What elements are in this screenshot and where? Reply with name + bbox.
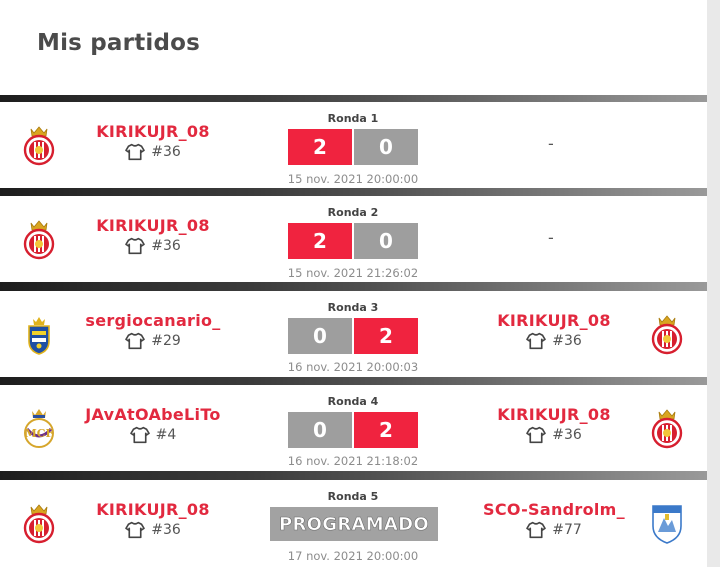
score-board: 2 0: [288, 129, 418, 165]
match-card[interactable]: KIRIKUJR_08 #36 Ronda 2 2 0 15 nov. 2021…: [0, 196, 707, 282]
away-score: 0: [354, 129, 418, 165]
round-label: Ronda 4: [327, 395, 379, 408]
match-card[interactable]: KIRIKUJR_08 #36 Ronda 5 PROGRAMADO 17 no…: [0, 480, 707, 567]
home-player: KIRIKUJR_08 #36: [68, 122, 238, 161]
match-card[interactable]: JAvAtOAbeLiTo #4 Ronda 4 0 2 16 nov. 202…: [0, 385, 707, 471]
shirt-icon: [526, 521, 546, 539]
shirt-icon: [125, 521, 145, 539]
home-player: KIRIKUJR_08 #36: [68, 500, 238, 539]
away-player-placeholder: -: [548, 228, 554, 247]
home-score: 2: [288, 223, 352, 259]
home-player-number: #29: [151, 333, 181, 349]
girona-crest-icon: [22, 218, 56, 260]
away-player-name: SCO-Sandrolm_: [483, 500, 625, 519]
shirt-icon: [526, 332, 546, 350]
shirt-icon: [125, 143, 145, 161]
away-player: KIRIKUJR_08 #36: [469, 405, 639, 444]
home-player-number: #36: [151, 522, 181, 538]
real-madrid-crest-icon: [22, 407, 56, 449]
home-score: 0: [288, 412, 352, 448]
score-board: 2 0: [288, 223, 418, 259]
home-player-number: #4: [155, 427, 177, 443]
score-board: 0 2: [288, 318, 418, 354]
home-player-number: #36: [151, 238, 181, 254]
away-player-number: #36: [552, 333, 582, 349]
las-palmas-crest-icon: [22, 313, 56, 355]
away-player-placeholder: -: [548, 134, 554, 153]
girona-crest-icon: [22, 502, 56, 544]
home-player-name: KIRIKUJR_08: [96, 500, 210, 519]
shirt-icon: [125, 237, 145, 255]
away-player: SCO-Sandrolm_ #77: [469, 500, 639, 539]
away-score: 0: [354, 223, 418, 259]
away-player: KIRIKUJR_08 #36: [469, 311, 639, 350]
match-date: 16 nov. 2021 20:00:03: [287, 360, 419, 374]
match-date: 15 nov. 2021 21:26:02: [287, 266, 419, 280]
home-player: KIRIKUJR_08 #36: [68, 216, 238, 255]
away-player-name: KIRIKUJR_08: [497, 405, 611, 424]
page-title: Mis partidos: [37, 30, 201, 56]
score-board: 0 2: [288, 412, 418, 448]
shirt-icon: [130, 426, 150, 444]
home-player: JAvAtOAbeLiTo #4: [68, 405, 238, 444]
match-card[interactable]: sergiocanario_ #29 Ronda 3 0 2 16 nov. 2…: [0, 291, 707, 377]
home-player-name: sergiocanario_: [85, 311, 221, 330]
shirt-icon: [125, 332, 145, 350]
away-player-name: KIRIKUJR_08: [497, 311, 611, 330]
match-card[interactable]: KIRIKUJR_08 #36 Ronda 1 2 0 15 nov. 2021…: [0, 102, 707, 188]
home-player: sergiocanario_ #29: [68, 311, 238, 350]
home-score: 2: [288, 129, 352, 165]
girona-crest-icon: [22, 124, 56, 166]
home-player-name: JAvAtOAbeLiTo: [85, 405, 221, 424]
round-label: Ronda 3: [327, 301, 379, 314]
scroll-edge: [707, 0, 720, 567]
round-label: Ronda 1: [327, 112, 379, 125]
round-label: Ronda 2: [327, 206, 379, 219]
match-date: 16 nov. 2021 21:18:02: [287, 454, 419, 468]
girona-crest-icon: [650, 407, 684, 449]
malaga-crest-icon: [650, 502, 684, 544]
away-player-number: #36: [552, 427, 582, 443]
match-date: 15 nov. 2021 20:00:00: [287, 172, 419, 186]
shirt-icon: [526, 426, 546, 444]
match-date: 17 nov. 2021 20:00:00: [287, 549, 419, 563]
home-player-name: KIRIKUJR_08: [96, 122, 210, 141]
home-player-number: #36: [151, 144, 181, 160]
away-score: 2: [354, 318, 418, 354]
status-badge: PROGRAMADO: [270, 507, 438, 541]
round-label: Ronda 5: [327, 490, 379, 503]
away-score: 2: [354, 412, 418, 448]
girona-crest-icon: [650, 313, 684, 355]
home-player-name: KIRIKUJR_08: [96, 216, 210, 235]
away-player-number: #77: [552, 522, 582, 538]
home-score: 0: [288, 318, 352, 354]
